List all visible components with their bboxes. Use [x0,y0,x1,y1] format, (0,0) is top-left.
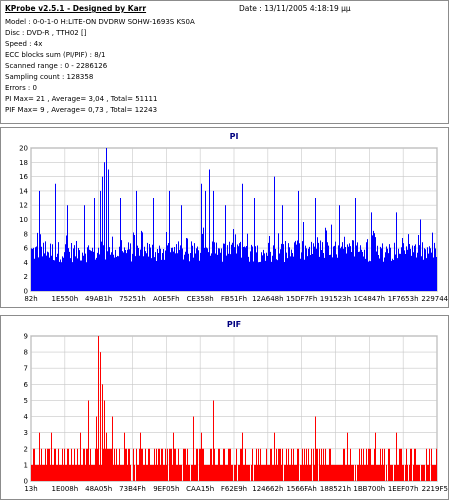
x-tick-label: 1E550h [51,295,78,303]
y-tick-label: 4 [24,259,29,267]
x-tick-label: 1EEF07h [388,485,419,493]
x-tick-label: 1BB700h [353,485,385,493]
y-tick-label: 6 [24,381,29,389]
y-tick-label: 12 [19,202,28,210]
y-tick-label: 14 [19,187,28,195]
x-tick-label: 1F7653h [388,295,419,303]
x-tick-label: 49AB1h [85,295,112,303]
x-tick-label: 82h [24,295,37,303]
chart-title: PI [230,132,239,141]
y-tick-label: 18 [19,159,28,167]
y-tick-label: 0 [24,478,28,486]
y-tick-label: 7 [24,365,28,373]
chart-title: PIF [227,320,241,329]
series-bars [31,148,437,291]
info-scanned-range: Scanned range : 0 - 2286126 [5,62,108,70]
x-tick-label: 15DF7Fh [286,295,317,303]
info-pi-stats: PI Max= 21 , Average= 3,04 , Total= 5111… [5,95,158,103]
pi-chart: PI 0 2 4 6 8 10 12 14 16 18 20 82h 1E550h 49AB1h 75251h… [19,132,448,303]
pi-chart-panel: PI 0 2 4 6 8 10 12 14 16 18 20 82h 1E550h 49AB1h 75251h… [0,127,449,308]
y-tick-label: 1 [24,461,28,469]
y-tick-label: 2 [24,273,28,281]
x-tick-label: 48A05h [85,485,112,493]
x-tick-label: FB51Fh [221,295,247,303]
x-tick-label: 13h [24,485,37,493]
x-tick-label: A0E5Fh [153,295,180,303]
x-tick-label: F62E9h [221,485,247,493]
y-tick-label: 8 [24,230,28,238]
y-tick-label: 2 [24,445,28,453]
y-tick-label: 4 [24,413,29,421]
app-title: KProbe v2.5.1 - Designed by Karr [5,4,147,13]
info-speed: Speed : 4x [5,40,43,48]
y-tick-label: 5 [24,397,28,405]
info-ecc-sum: ECC blocks sum (PI/PIF) : 8/1 [5,51,106,59]
x-tick-label: CAA15h [186,485,214,493]
y-tick-label: 10 [19,216,28,224]
info-errors: Errors : 0 [5,84,37,92]
info-disc: Disc : DVD-R , TTH02 [] [5,29,87,37]
scan-date: Date : 13/11/2005 4:18:19 μμ [239,4,351,13]
y-tick-label: 16 [19,173,28,181]
info-model: Model : 0-0-1-0 H:LITE-ON DVDRW SOHW-169… [5,18,195,26]
y-tick-label: 0 [24,288,28,296]
x-tick-label: 229744h [421,295,448,303]
x-tick-label: 191523h [320,295,351,303]
pif-chart-panel: PIF 0 1 2 3 4 5 6 7 8 9 13h 1E008h 48A05h 73B4Fh 9EF05h… [0,315,449,500]
x-tick-label: 12A648h [252,295,284,303]
x-tick-label: 9EF05h [153,485,179,493]
y-tick-label: 9 [24,333,28,341]
x-tick-label: 1C4847h [354,295,386,303]
x-tick-label: 2219F5h [422,485,448,493]
x-tick-label: CE358h [187,295,214,303]
info-sampling-count: Sampling count : 128358 [5,73,94,81]
series-bars [31,336,437,481]
x-tick-label: 75251h [119,295,146,303]
x-tick-label: 73B4Fh [119,485,146,493]
y-tick-label: 20 [19,145,28,153]
x-tick-label: 124662h [252,485,283,493]
y-tick-label: 3 [24,429,28,437]
x-tick-label: 1566FAh [286,485,316,493]
y-tick-label: 6 [24,245,29,253]
x-tick-label: 188521h [320,485,351,493]
x-tick-label: 1E008h [51,485,78,493]
pif-chart: PIF 0 1 2 3 4 5 6 7 8 9 13h 1E008h 48A05h 73B4Fh 9EF05h… [24,320,448,493]
info-panel: KProbe v2.5.1 - Designed by Karr Date : … [0,0,449,124]
y-tick-label: 8 [24,349,28,357]
info-pif-stats: PIF Max= 9 , Average= 0,73 , Total= 1224… [5,106,158,114]
